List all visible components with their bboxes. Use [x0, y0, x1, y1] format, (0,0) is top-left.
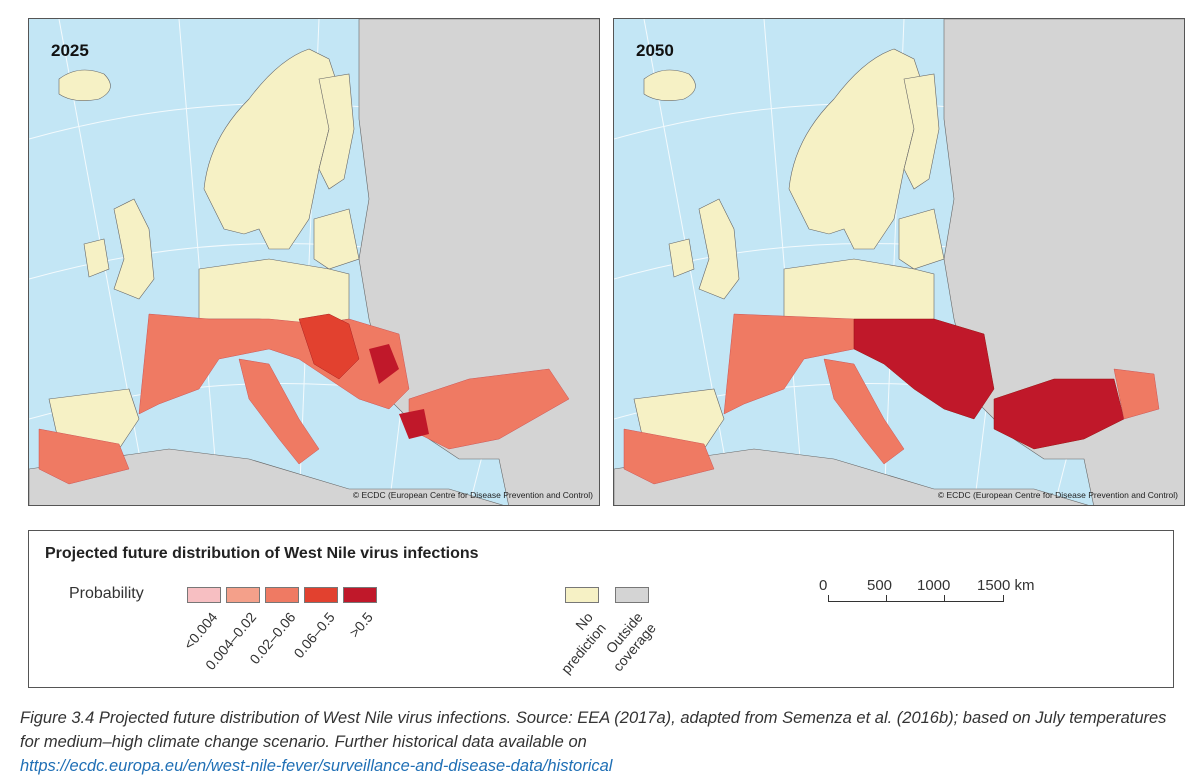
legend-swatch-0-004-0-02: [226, 587, 260, 603]
great-britain: [113, 198, 155, 300]
north-africa: [614, 448, 1089, 505]
legend-label-no-prediction: No prediction: [558, 609, 610, 677]
baltics: [313, 208, 360, 270]
map-credit: © ECDC (European Centre for Disease Prev…: [352, 490, 593, 500]
balkans-danube: [853, 318, 995, 420]
map-2050: 2050 © ECDC (European Centre for Disease…: [613, 18, 1185, 506]
historical-data-link[interactable]: https://ecdc.europa.eu/en/west-nile-feve…: [20, 757, 613, 775]
scale-tick: [828, 595, 829, 601]
central-europe: [783, 258, 935, 325]
map-credit: © ECDC (European Centre for Disease Prev…: [937, 490, 1178, 500]
legend-label: >0.5: [346, 609, 377, 641]
legend-swatch-lt-0-004: [187, 587, 221, 603]
map-2025: 2025 © ECDC (European Centre for Disease…: [28, 18, 600, 506]
map-graphic: [29, 19, 599, 505]
map-year-label: 2025: [51, 41, 89, 60]
italy: [823, 358, 905, 465]
iceland: [58, 69, 111, 101]
legend-title: Projected future distribution of West Ni…: [45, 545, 479, 562]
scale-tick-label: 0: [819, 577, 828, 594]
scale-tick: [1003, 595, 1004, 601]
italy: [238, 358, 320, 465]
map-year-label: 2050: [636, 41, 674, 60]
scale-bar: [828, 601, 1004, 602]
scale-tick-label: 500: [867, 577, 893, 594]
turkey: [993, 378, 1125, 450]
finland: [318, 73, 355, 190]
caption-text: Figure 3.4 Projected future distribution…: [20, 709, 1167, 751]
ireland: [668, 238, 695, 278]
probability-label: Probability: [69, 585, 144, 602]
hotspot-turkey: [399, 409, 429, 439]
scale-tick: [886, 595, 887, 601]
figure-caption: Figure 3.4 Projected future distribution…: [20, 706, 1185, 778]
hotspot-romania: [369, 344, 399, 384]
legend-swatch-0-06-0-5: [304, 587, 338, 603]
iberia-south: [623, 428, 715, 485]
great-britain: [698, 198, 740, 300]
iceland: [643, 69, 696, 101]
balkans: [298, 313, 360, 380]
scale-tick-label: 1500 km: [977, 577, 1035, 594]
legend-swatch-0-02-0-06: [265, 587, 299, 603]
legend-label-outside-coverage: Outside coverage: [602, 609, 660, 675]
scandinavia: [203, 48, 340, 250]
north-africa: [29, 448, 504, 505]
legend-swatch-no-prediction: [565, 587, 599, 603]
legend-swatch-outside-coverage: [615, 587, 649, 603]
finland: [903, 73, 940, 190]
scandinavia: [788, 48, 925, 250]
map-graphic: [614, 19, 1184, 505]
legend-label: 0.06–0.5: [289, 609, 338, 662]
legend-swatch-gt-0-5: [343, 587, 377, 603]
legend-label: <0.004: [180, 609, 221, 653]
ireland: [83, 238, 110, 278]
scale-tick-label: 1000: [917, 577, 951, 594]
scale-tick: [944, 595, 945, 601]
iberia-south: [38, 428, 130, 485]
legend-box: Projected future distribution of West Ni…: [28, 530, 1174, 688]
turkey-east: [1113, 368, 1160, 420]
baltics: [898, 208, 945, 270]
